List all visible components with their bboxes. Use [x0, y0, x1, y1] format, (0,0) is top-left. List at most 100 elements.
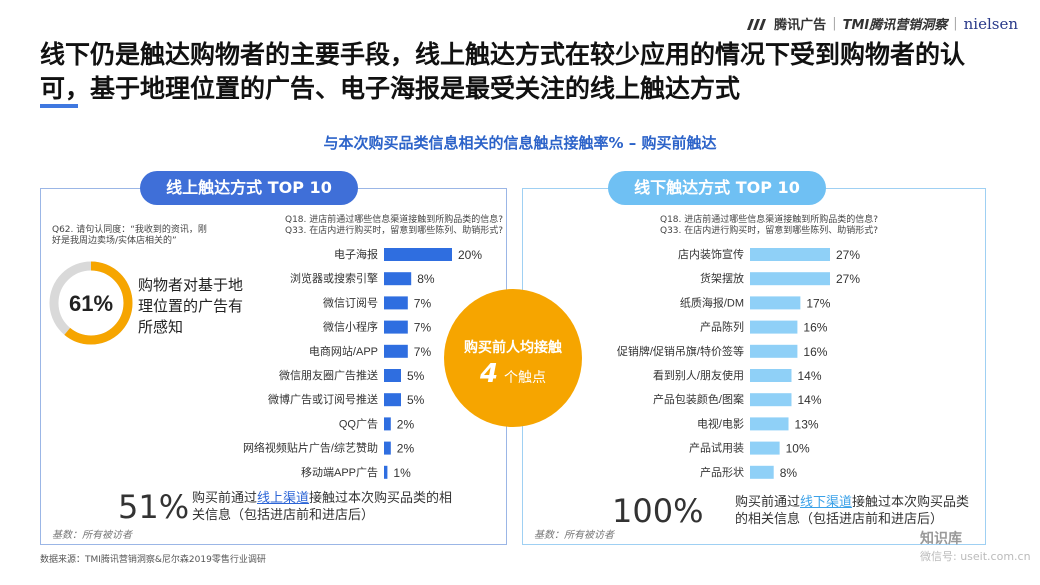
brand-nielsen: nielsen — [963, 14, 1018, 33]
online-bar — [384, 248, 452, 261]
offline-panel-title: 线下触达方式 TOP 10 — [608, 171, 826, 205]
offline-bar — [750, 320, 798, 334]
brand-tencent-ad: 腾讯广告 — [774, 18, 827, 33]
online-value-label: 2% — [397, 442, 415, 456]
watermark-name: 知识库 — [920, 531, 962, 547]
offline-bar — [750, 393, 792, 407]
online-category-label: 微信订阅号 — [323, 295, 378, 309]
offline-bar — [750, 344, 798, 358]
tencent-logo-icon — [747, 18, 767, 30]
gauge-caption: 购物者对基于地理位置的广告有所感知 — [138, 276, 244, 336]
offline-bar — [750, 248, 830, 261]
online-value-label: 5% — [407, 393, 425, 407]
touchpoint-circle: 购买前人均接触 4 个触点 — [444, 289, 582, 427]
offline-bar — [750, 441, 780, 455]
offline-value-label: 16% — [803, 321, 827, 335]
online-category-label: 电子海报 — [334, 247, 378, 261]
online-category-label: 微信小程序 — [323, 320, 378, 334]
online-base-note: 基数：所有被访者 — [52, 530, 132, 541]
online-summary-text: 购买前通过线上渠道接触过本次购买品类的相关信息（包括进店前和进店后） — [192, 490, 462, 524]
offline-category-label: 促销牌/促销吊旗/特价签等 — [617, 344, 744, 358]
offline-value-label: 16% — [803, 345, 827, 359]
offline-bar — [750, 272, 830, 286]
online-value-label: 8% — [417, 272, 435, 286]
online-category-label: 微博广告或订阅号推送 — [268, 392, 378, 406]
touchpoint-number: 4 — [479, 359, 499, 389]
offline-summary-post: 接触过本次购买品类的相关信息（包括进店前和进店后） — [735, 495, 970, 527]
brand-separator: | — [953, 16, 958, 31]
online-category-label: 移动端APP广告 — [301, 466, 378, 479]
offline-value-label: 27% — [836, 272, 860, 286]
online-bar — [384, 296, 408, 310]
online-summary-pct: 51% — [118, 488, 190, 526]
online-bar — [384, 441, 391, 455]
offline-category-label: 店内装饰宣传 — [678, 247, 744, 261]
offline-base-note: 基数：所有被访者 — [534, 530, 614, 541]
touchpoint-label: 购买前人均接触 — [464, 340, 562, 356]
chart-subtitle: 与本次购买品类信息相关的信息触点接触率% – 购买前触达 — [323, 134, 717, 152]
offline-category-label: 货架摆放 — [700, 271, 744, 285]
online-category-label: 微信朋友圈广告推送 — [279, 368, 378, 382]
gauge-value: 61% — [69, 291, 113, 316]
brand-separator: | — [832, 16, 837, 31]
touchpoint-unit: 个触点 — [504, 370, 547, 386]
online-value-label: 1% — [393, 466, 411, 480]
offline-category-label: 看到别人/朋友使用 — [653, 368, 744, 382]
q18-note-right: Q18. 进店前通过哪些信息渠道接触到所购品类的信息? — [660, 215, 879, 225]
offline-value-label: 14% — [797, 393, 821, 407]
online-value-label: 7% — [414, 345, 432, 359]
awareness-gauge: 61% — [49, 261, 133, 345]
online-bar — [384, 369, 401, 382]
data-source: 数据来源：TMI腾讯营销洞察&尼尔森2019零售行业调研 — [40, 555, 266, 565]
online-summary-post: 接触过本次购买品类的相关信息（包括进店前和进店后） — [192, 491, 453, 523]
offline-value-label: 14% — [797, 369, 821, 383]
online-bar — [384, 320, 408, 334]
q18-note-left: Q18. 进店前通过哪些信息渠道接触到所购品类的信息? — [285, 215, 504, 225]
online-value-label: 7% — [414, 321, 432, 335]
page-title: 线下仍是触达购物者的主要手段，线上触达方式在较少应用的情况下受到购物者的认可，基… — [40, 40, 966, 103]
offline-summary-highlight: 线下渠道 — [800, 495, 853, 510]
online-bar — [384, 344, 408, 358]
online-bar — [384, 417, 391, 431]
offline-bar — [750, 296, 801, 310]
offline-value-label: 27% — [836, 248, 860, 262]
offline-value-label: 10% — [786, 442, 810, 456]
online-bar — [384, 272, 412, 286]
online-bar — [384, 393, 401, 407]
offline-category-label: 电视/电影 — [697, 416, 744, 430]
offline-bar — [750, 465, 774, 479]
offline-category-label: 产品试用装 — [689, 441, 744, 455]
q33-note-left: Q33. 在店内进行购买时，留意到哪些陈列、助销形式? — [285, 226, 504, 236]
online-value-label: 7% — [414, 296, 432, 310]
title-accent-bar — [40, 104, 78, 108]
online-value-label: 5% — [407, 369, 425, 383]
online-summary-highlight: 线上渠道 — [257, 491, 310, 506]
offline-summary-text: 购买前通过线下渠道接触过本次购买品类的相关信息（包括进店前和进店后） — [735, 494, 980, 528]
offline-value-label: 17% — [806, 296, 830, 310]
online-panel-title: 线上触达方式 TOP 10 — [140, 171, 358, 205]
offline-category-label: 产品包装颜色/图案 — [653, 392, 744, 406]
online-category-label: 浏览器或搜索引擎 — [290, 271, 378, 285]
q62-note: Q62. 请句认同度：“我收到的资讯，刚好是我周边卖场/实体店相关的” — [52, 225, 207, 246]
brand-bar: 腾讯广告 | TMI腾讯营销洞察 | nielsen — [746, 14, 1018, 33]
offline-category-label: 产品陈列 — [700, 320, 744, 334]
offline-value-label: 13% — [795, 417, 819, 431]
offline-summary-pct: 100% — [612, 492, 704, 530]
q33-note-right: Q33. 在店内进行购买时，留意到哪些陈列、助销形式? — [660, 226, 879, 236]
watermark: 知识库 微信号: useit.com.cn — [920, 528, 1031, 564]
offline-value-label: 8% — [780, 466, 798, 480]
watermark-sub: 微信号: useit.com.cn — [920, 550, 1031, 563]
online-category-label: QQ广告 — [339, 417, 378, 430]
offline-bar — [750, 417, 789, 431]
offline-summary-pre: 购买前通过 — [735, 495, 801, 510]
online-value-label: 2% — [397, 417, 415, 431]
online-value-label: 20% — [458, 248, 482, 262]
online-summary-pre: 购买前通过 — [192, 491, 258, 506]
online-bar — [384, 465, 388, 479]
online-category-label: 网络视频贴片广告/综艺赞助 — [243, 441, 378, 455]
touchpoint-count-line: 4 个触点 — [444, 359, 582, 389]
offline-category-label: 纸质海报/DM — [680, 295, 744, 309]
online-bar-chart: 电子海报 20% 浏览器或搜索引擎 8% 微信订阅号 7% 微信小程序 7% 电商网站/APP 7… — [243, 247, 482, 480]
brand-tmi: TMI腾讯营销洞察 — [842, 18, 948, 33]
online-category-label: 电商网站/APP — [309, 344, 378, 358]
